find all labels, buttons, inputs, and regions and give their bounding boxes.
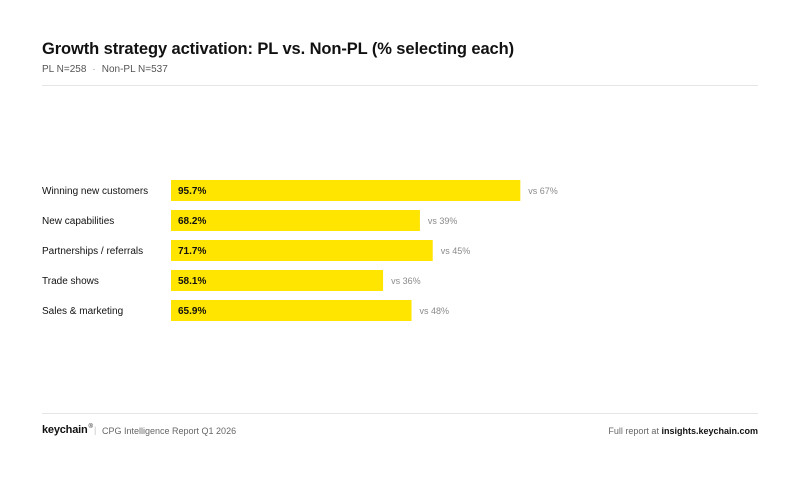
footer-separator: | bbox=[94, 425, 97, 435]
nonpl-comparison-label: vs 39% bbox=[428, 216, 458, 226]
category-label: Partnerships / referrals bbox=[42, 246, 143, 257]
pl-value-label: 58.1% bbox=[178, 276, 206, 287]
sample-size-line: PL N=258 · Non-PL N=537 bbox=[42, 64, 168, 75]
full-report-link[interactable]: insights.keychain.com bbox=[661, 426, 758, 436]
pl-sample-size: PL N=258 bbox=[42, 64, 87, 75]
pl-bar bbox=[171, 180, 521, 201]
brand-logo: keychain® bbox=[42, 424, 93, 436]
category-label: Sales & marketing bbox=[42, 306, 123, 317]
chart-title: Growth strategy activation: PL vs. Non-P… bbox=[42, 40, 515, 58]
nonpl-comparison-label: vs 45% bbox=[441, 246, 471, 256]
header-divider bbox=[42, 85, 758, 86]
pl-value-label: 65.9% bbox=[178, 306, 206, 317]
nonpl-comparison-label: vs 48% bbox=[420, 306, 450, 316]
pl-bar bbox=[171, 270, 384, 291]
full-report-prefix: Full report at bbox=[608, 426, 659, 436]
pl-value-label: 95.7% bbox=[178, 186, 206, 197]
pl-bar bbox=[171, 210, 420, 231]
category-label: Trade shows bbox=[42, 276, 99, 287]
full-report-note: Full report at insights.keychain.com bbox=[608, 426, 758, 436]
nonpl-sample-size: Non-PL N=537 bbox=[101, 64, 168, 75]
nonpl-comparison-label: vs 67% bbox=[528, 186, 558, 196]
category-label: Winning new customers bbox=[42, 186, 148, 197]
brand-mark: ® bbox=[88, 424, 93, 431]
report-name: CPG Intelligence Report Q1 2026 bbox=[102, 426, 237, 436]
category-label: New capabilities bbox=[42, 216, 114, 227]
footer-divider bbox=[42, 413, 758, 414]
pl-value-label: 68.2% bbox=[178, 216, 206, 227]
sample-separator: · bbox=[92, 64, 96, 75]
nonpl-comparison-label: vs 36% bbox=[391, 276, 421, 286]
pl-value-label: 71.7% bbox=[178, 246, 206, 257]
footer: keychain® | CPG Intelligence Report Q1 2… bbox=[42, 424, 758, 439]
pl-bar bbox=[171, 240, 433, 261]
brand-name: keychain bbox=[42, 424, 88, 436]
pl-bar bbox=[171, 300, 412, 321]
